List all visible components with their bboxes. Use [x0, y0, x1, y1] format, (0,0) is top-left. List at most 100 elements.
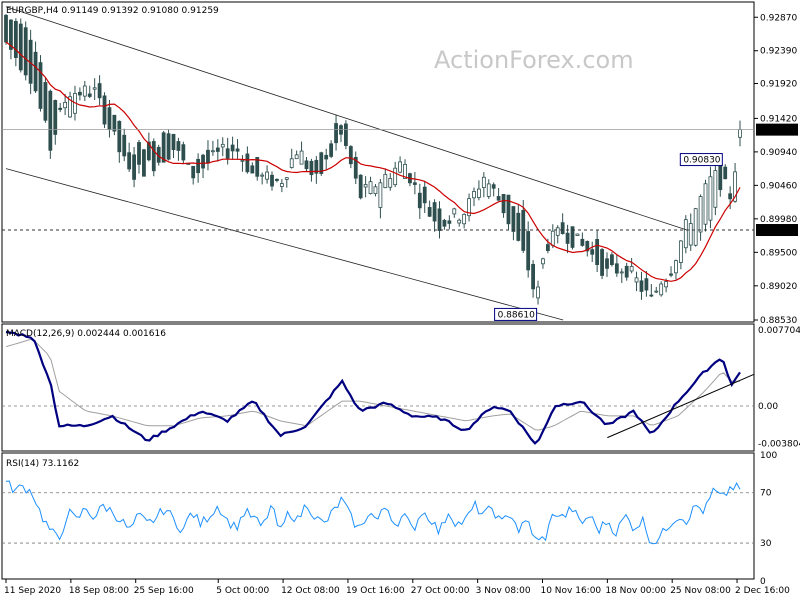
candle-body: [555, 227, 560, 236]
candle-body: [545, 244, 550, 251]
rsi-y-tick-label: 100: [760, 451, 777, 461]
candle-body: [348, 146, 353, 165]
candle-body: [600, 249, 604, 276]
candle-body: [486, 183, 491, 197]
candle-body: [142, 149, 146, 177]
candle-body: [43, 82, 48, 121]
price-layer: 0.88610 0.90830: [2, 6, 754, 321]
candle-body: [314, 159, 319, 174]
candle-body: [733, 171, 737, 202]
price-y-tick-label: 0.91420: [760, 114, 797, 124]
candle-body: [122, 134, 127, 157]
price-y-tick-label: 0.89500: [760, 248, 797, 258]
candle-body: [344, 123, 348, 146]
candle-body: [206, 149, 210, 164]
candle-body: [718, 165, 723, 191]
candle-body: [117, 120, 122, 153]
candle-body: [698, 196, 703, 233]
x-tick-label: 27 Oct 00:00: [411, 586, 470, 596]
candle-body: [654, 290, 659, 293]
x-tick-label: 12 Oct 08:00: [281, 586, 340, 596]
channel-lower-line: [5, 168, 564, 321]
candle-body: [703, 183, 708, 225]
candle-body: [68, 96, 72, 118]
x-tick-label: 18 Nov 00:00: [605, 586, 666, 596]
x-tick-label: 11 Sep 2020: [4, 586, 61, 596]
price-y-tick-label: 0.90460: [760, 181, 797, 191]
candle-body: [412, 182, 417, 185]
candle-body: [531, 263, 536, 290]
candle-body: [403, 164, 407, 180]
macd-trend-line: [607, 373, 755, 439]
axes-layer: 0.92870 0.92390 0.91920 0.91420 0.90940 0.904…: [4, 13, 800, 596]
candle-body: [9, 19, 13, 50]
candle-body: [472, 191, 476, 199]
price-annotation-label: 0.90830: [683, 156, 720, 166]
rsi-y-tick-label: 0: [760, 577, 766, 587]
candle-body: [516, 212, 521, 241]
candle-body: [23, 27, 28, 76]
candle-body: [565, 232, 570, 244]
rsi-layer: [2, 480, 754, 545]
price-y-tick-label: 0.90940: [760, 148, 797, 158]
candle-body: [92, 87, 97, 90]
rsi-panel-frame: [1, 452, 755, 580]
candle-body: [575, 233, 580, 236]
candle-body: [201, 154, 205, 169]
candle-body: [639, 280, 644, 292]
candle-body: [496, 196, 501, 201]
candle-body: [13, 20, 18, 58]
macd-y-tick-label: -0.003804: [758, 440, 800, 450]
price-annotation-box: [679, 153, 723, 167]
candle-body: [368, 181, 373, 194]
rsi-panel-title: RSI(14) 73.1162: [6, 459, 79, 469]
x-tick-label: 25 Sep 16:00: [134, 586, 194, 596]
candle-body: [467, 198, 471, 217]
candle-body: [398, 161, 402, 173]
candle-body: [427, 207, 432, 217]
candle-body: [112, 114, 117, 132]
candle-body: [319, 152, 324, 174]
candle-body: [683, 219, 688, 249]
x-tick-label: 10 Nov 16:00: [540, 586, 601, 596]
candle-body: [18, 23, 23, 71]
candle-body: [215, 147, 220, 152]
candle-body: [363, 184, 368, 188]
candle-body: [58, 107, 63, 110]
candle-body: [728, 193, 733, 200]
level-price-badge-label: 0.89820: [759, 226, 796, 236]
candle-body: [417, 192, 422, 209]
candle-body: [329, 143, 334, 157]
price-y-tick-label: 0.91920: [760, 80, 797, 90]
candle-body: [225, 148, 230, 159]
candle-body: [146, 141, 151, 161]
rsi-y-tick-label: 70: [760, 489, 772, 499]
macd-main-line: [5, 330, 741, 445]
rsi-line: [5, 480, 741, 545]
candle-body: [353, 156, 358, 179]
last-price-badge: [756, 123, 798, 136]
candle-body: [713, 170, 718, 208]
candle-body: [723, 166, 728, 180]
candle-body: [255, 157, 260, 177]
candle-body: [678, 240, 683, 263]
macd-y-tick-label: 0.007704: [758, 326, 800, 336]
candle-body: [358, 174, 363, 199]
price-annotation-label: 0.88610: [498, 310, 535, 320]
candle-body: [279, 183, 284, 187]
candle-body: [614, 263, 619, 274]
x-tick-label: 5 Oct 00:00: [216, 586, 269, 596]
price-y-tick-label: 0.89020: [760, 282, 797, 292]
candle-body: [299, 150, 304, 165]
candle-body: [334, 123, 338, 144]
candle-body: [605, 258, 609, 269]
candle-body: [210, 150, 215, 153]
x-tick-label: 18 Sep 08:00: [69, 586, 129, 596]
x-tick-label: 2 Dec 16:00: [735, 586, 790, 596]
candle-body: [235, 148, 240, 152]
candle-body: [693, 208, 698, 246]
candle-body: [477, 188, 481, 198]
price-y-tick-label: 0.92870: [760, 13, 797, 23]
candle-body: [501, 193, 506, 214]
candle-body: [664, 281, 669, 288]
